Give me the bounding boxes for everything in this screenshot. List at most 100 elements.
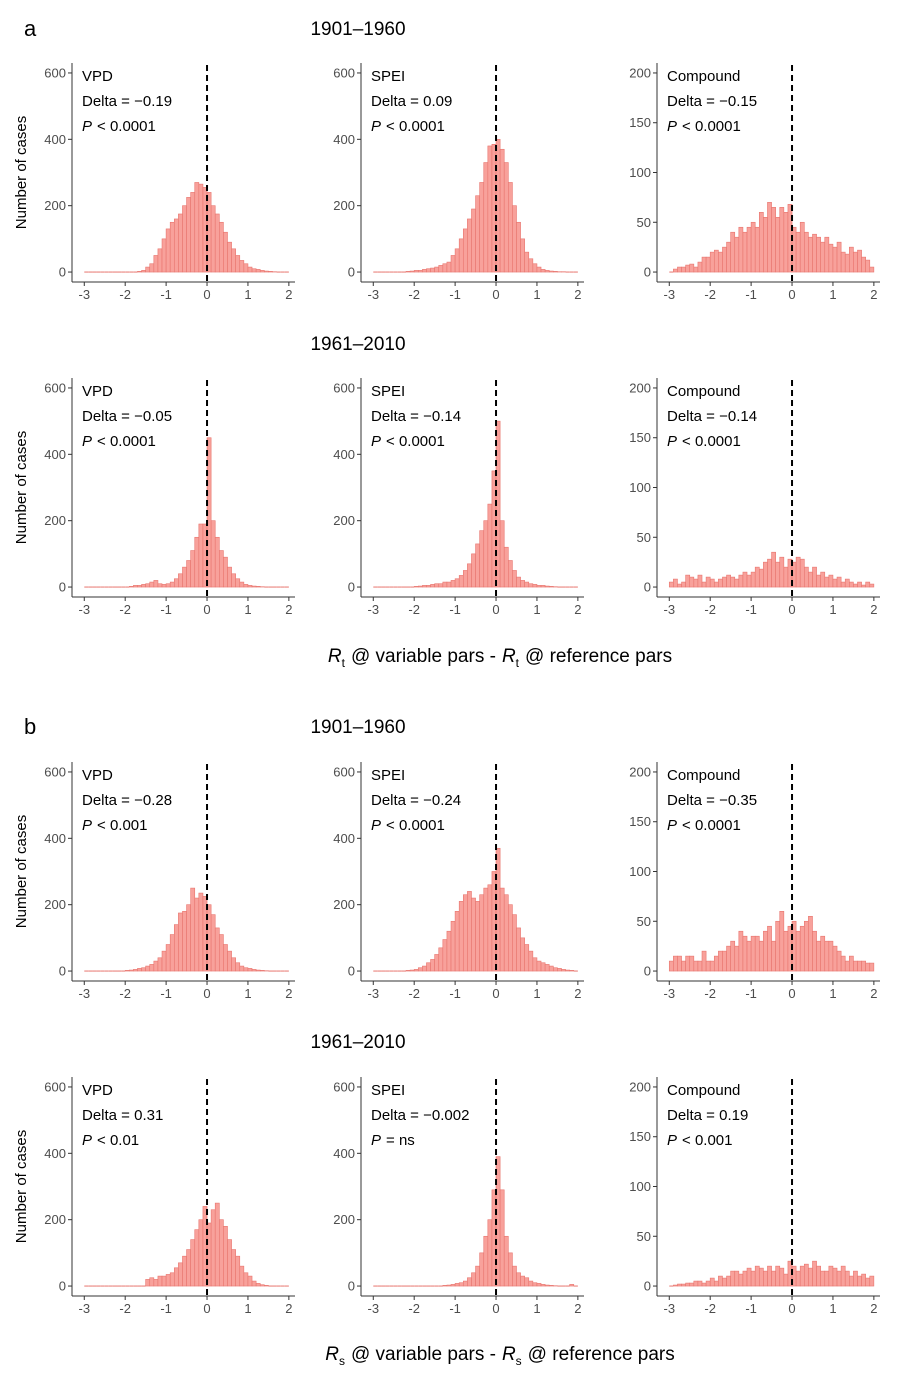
bar	[256, 269, 260, 272]
bar	[137, 271, 141, 272]
bar	[414, 586, 418, 587]
bar	[673, 269, 677, 272]
bar	[853, 1271, 857, 1286]
bar	[244, 968, 248, 971]
y-tick-label: 600	[333, 764, 355, 779]
bar	[825, 577, 829, 587]
bar	[866, 260, 870, 272]
bar	[529, 259, 533, 272]
bar	[837, 1271, 841, 1286]
bar	[178, 1263, 182, 1286]
bar	[541, 585, 545, 587]
y-tick-label: 400	[333, 447, 355, 462]
bar	[435, 954, 439, 971]
x-tick-label: -2	[408, 1301, 420, 1316]
p-value: P< 0.001	[82, 817, 147, 834]
bar	[178, 574, 182, 587]
bar	[422, 966, 426, 971]
bar	[182, 206, 186, 272]
p-value: P < 0.0001	[667, 817, 741, 834]
x-tick-label: -2	[119, 986, 131, 1001]
bar	[154, 580, 158, 587]
x-tick-label: -3	[78, 602, 90, 617]
bar	[751, 572, 755, 587]
bar	[508, 182, 512, 272]
p-text: < 0.0001	[682, 817, 741, 834]
x-tick-label: -1	[745, 287, 757, 302]
bar	[727, 1276, 731, 1286]
bar	[845, 1271, 849, 1286]
bar	[682, 582, 686, 587]
p-symbol: P	[667, 817, 677, 834]
p-symbol: P	[82, 118, 92, 135]
bar	[690, 1283, 694, 1286]
bar	[706, 1281, 710, 1286]
bar	[537, 961, 541, 971]
bar	[170, 935, 174, 972]
bar	[870, 584, 874, 587]
bar	[686, 956, 690, 971]
p-symbol: P	[667, 118, 677, 135]
bar	[755, 1266, 759, 1286]
x-tick-label: 2	[574, 1301, 581, 1316]
bar	[137, 585, 141, 587]
bar	[240, 1266, 244, 1286]
bar	[133, 969, 137, 971]
bar	[718, 1276, 722, 1286]
bar	[467, 219, 471, 272]
bar	[459, 1283, 463, 1286]
bar	[447, 262, 451, 272]
bar	[162, 1276, 166, 1286]
x-tick-label: -2	[704, 602, 716, 617]
bar	[862, 1274, 866, 1286]
bar	[862, 961, 866, 971]
y-tick-label: 600	[44, 1079, 66, 1094]
bar	[525, 1278, 529, 1286]
bar	[443, 1285, 447, 1286]
bar	[759, 569, 763, 587]
x-tick-label: -2	[408, 287, 420, 302]
variable-name: SPEI	[371, 767, 405, 784]
y-tick-label: 0	[348, 265, 355, 280]
x-axis-label: Rt@ variable pars -Rt@ reference pars	[328, 646, 672, 670]
bar	[755, 936, 759, 971]
bar	[211, 1210, 215, 1286]
bar	[800, 1266, 804, 1286]
p-value: P< 0.0001	[371, 118, 445, 135]
bar	[841, 1266, 845, 1286]
bar	[459, 575, 463, 587]
bar	[154, 961, 158, 971]
bar	[492, 471, 496, 587]
panel-label: b	[24, 714, 36, 739]
bar	[698, 961, 702, 971]
bar	[800, 926, 804, 971]
bar	[158, 249, 162, 272]
bar	[521, 1276, 525, 1286]
bar	[158, 1276, 162, 1286]
bar	[561, 969, 565, 971]
bar	[521, 938, 525, 971]
p-value: P= ns	[371, 1132, 415, 1149]
y-tick-label: 150	[629, 430, 651, 445]
x-tick-label: -3	[663, 287, 675, 302]
y-tick-label: 200	[629, 1079, 651, 1094]
bar	[223, 945, 227, 972]
bar	[743, 936, 747, 971]
bar	[772, 552, 776, 587]
bar	[796, 931, 800, 971]
bar	[158, 584, 162, 587]
bar	[252, 1281, 256, 1286]
bar	[422, 269, 426, 272]
bar	[500, 888, 504, 971]
bar	[484, 163, 488, 273]
bar	[722, 577, 726, 587]
bar	[767, 1266, 771, 1286]
bar	[776, 562, 780, 587]
bar	[199, 524, 203, 587]
x-tick-label: 0	[203, 287, 210, 302]
y-tick-label: 0	[348, 580, 355, 595]
p-symbol: P	[371, 118, 381, 135]
x-tick-label: 1	[829, 602, 836, 617]
bar	[682, 267, 686, 272]
